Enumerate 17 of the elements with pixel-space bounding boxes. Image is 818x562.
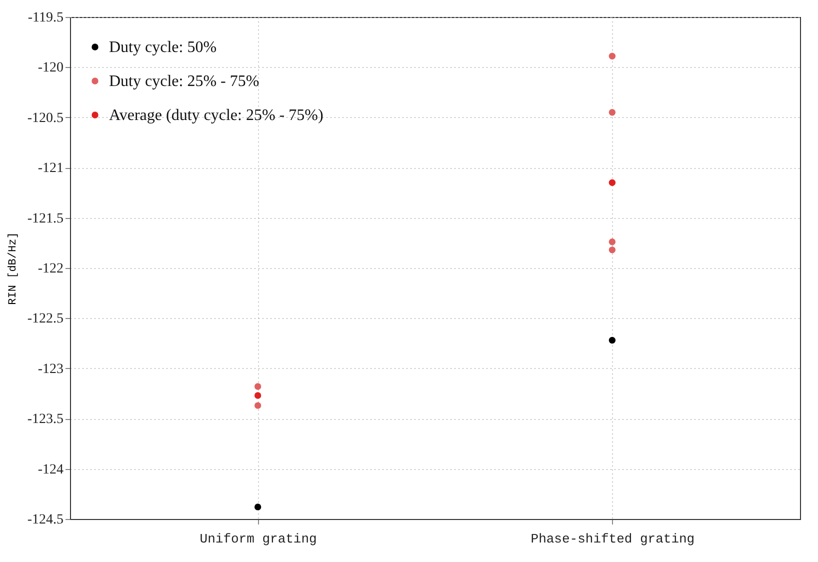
legend-label: Average (duty cycle: 25% - 75%) bbox=[109, 107, 324, 124]
x-tick-label: Phase-shifted grating bbox=[530, 532, 695, 546]
y-tick-label: -120.5 bbox=[27, 110, 64, 126]
y-tick-label: -121.5 bbox=[27, 211, 64, 226]
x-tick-label: Uniform grating bbox=[200, 532, 317, 546]
y-tick-label: -121 bbox=[38, 161, 64, 176]
y-tick-label: -119.5 bbox=[28, 10, 64, 26]
y-tick-label: -120 bbox=[38, 60, 64, 76]
legend-label: Duty cycle: 50% bbox=[109, 39, 217, 56]
y-tick-label: -123 bbox=[38, 362, 64, 377]
y-tick-label: -122.5 bbox=[27, 312, 64, 327]
y-tick-label: -124.5 bbox=[27, 512, 64, 528]
y-axis-title: RIN [dB/Hz] bbox=[7, 232, 20, 305]
y-tick-label: -124 bbox=[38, 462, 64, 478]
y-tick-label: -123.5 bbox=[27, 412, 64, 428]
legend-label: Duty cycle: 25% - 75% bbox=[109, 73, 260, 90]
y-tick-label: -122 bbox=[38, 262, 64, 276]
